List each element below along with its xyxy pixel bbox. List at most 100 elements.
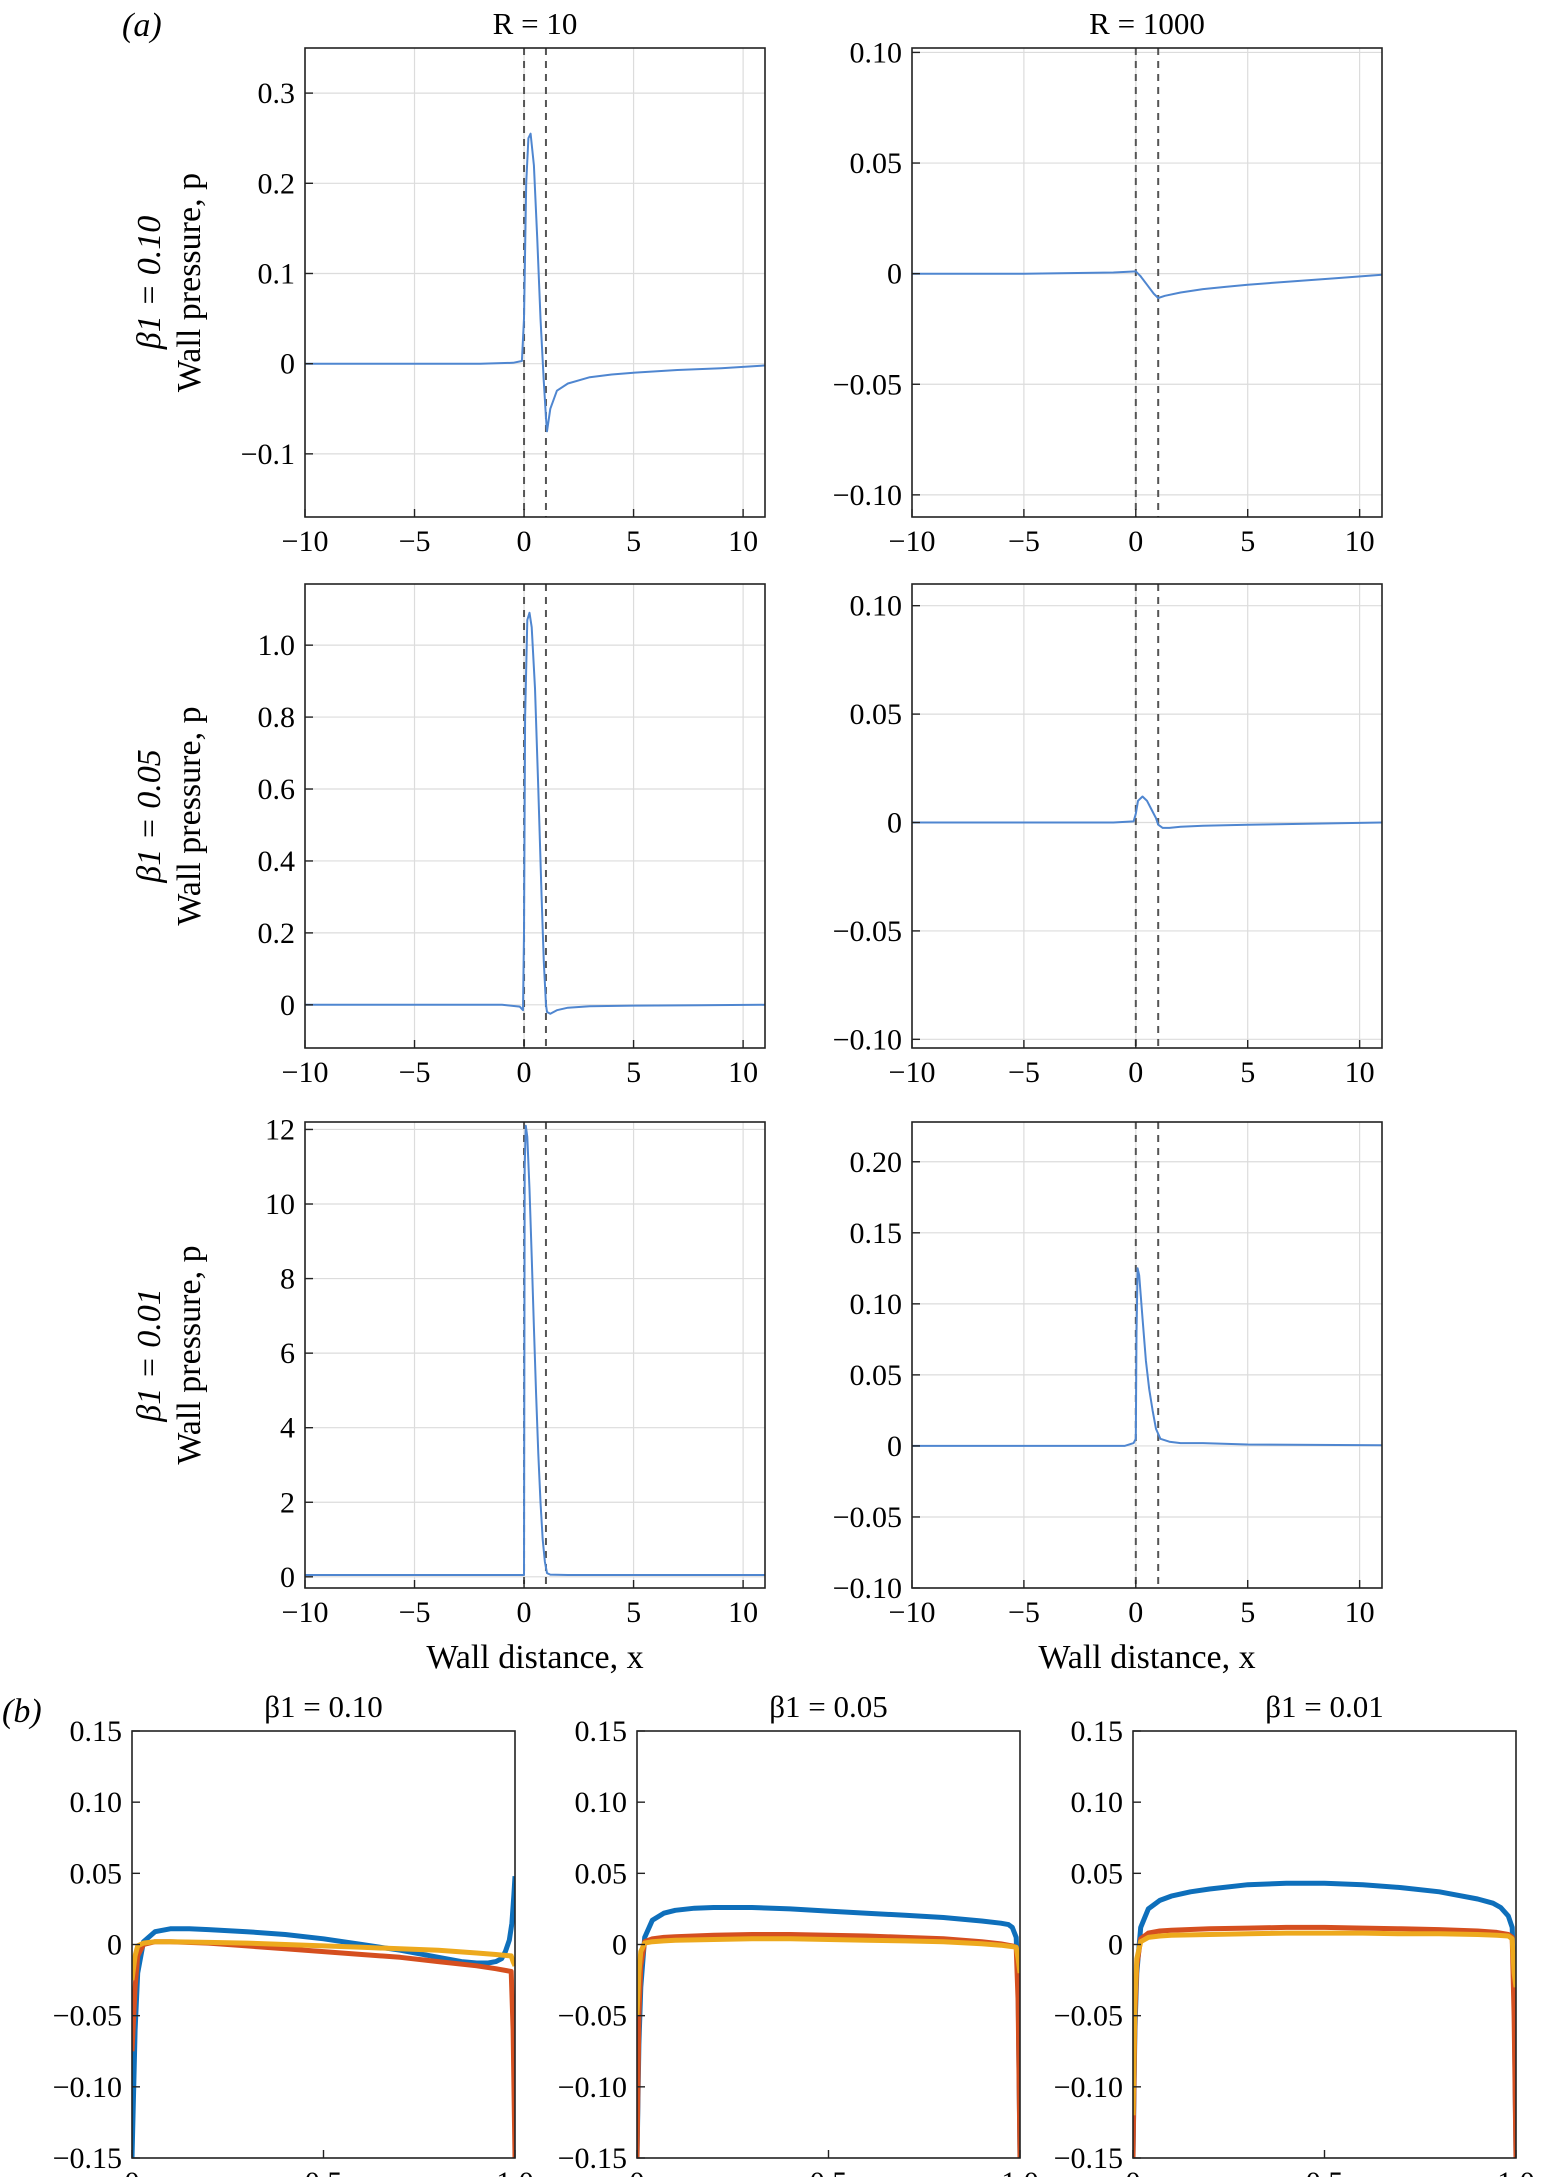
y-tick-label: 0 [612,1929,627,1962]
y-tick-label: 0.20 [850,1146,903,1179]
series-line-1 [1133,1880,1516,2158]
x-tick-label: 0 [125,2166,140,2177]
y-tick-label: 4 [280,1412,295,1445]
y-tick-label: 0.05 [575,1857,628,1890]
x-axis-label-2: Wall distance, x [1038,1639,1255,1676]
part-b-label: (b) [2,1693,42,1730]
x-tick-label: 0 [1126,2166,1141,2177]
chart-panel-a-2-2: −10 −5 0 5 10 −0.10 −0.05 0 0.05 0.10 [833,583,1383,1089]
y-axis-label-2: Wall pressure, p [171,706,208,925]
y-tick-label: −0.1 [241,438,295,471]
row-label-3: β1 = 0.01 [131,1288,168,1422]
x-tick-label: −10 [889,1056,936,1089]
y-tick-label: 1.0 [258,629,296,662]
series-line-2 [1133,1924,1516,2158]
series-line-2 [132,1939,515,2158]
y-tick-label: 0.05 [850,1359,903,1392]
y-tick-label: −0.05 [53,2000,122,2033]
y-tick-label: 0 [280,1561,295,1594]
panel-title: β1 = 0.01 [1265,1689,1384,1724]
y-tick-label: −0.10 [558,2071,627,2104]
x-tick-label: −5 [399,525,431,558]
series-line-1 [305,1124,765,1576]
y-tick-label: −0.15 [1054,2142,1123,2175]
series-line-3 [132,1939,515,1981]
x-tick-label: −5 [1008,1596,1040,1629]
x-tick-label: 1.0 [1001,2166,1039,2177]
series-line-1 [912,795,1382,829]
y-tick-label: 0 [280,348,295,381]
y-tick-label: 0 [280,989,295,1022]
series-line-1 [305,611,765,1015]
x-tick-label: 10 [1345,1596,1375,1629]
x-tick-label: 0.5 [305,2166,343,2177]
y-tick-label: 0.10 [850,36,903,69]
x-tick-label: 10 [728,525,758,558]
y-tick-label: 0.10 [1071,1786,1124,1819]
series-line-2 [637,1932,1020,2158]
y-tick-label: −0.10 [833,1023,902,1056]
y-tick-label: 2 [280,1486,295,1519]
x-tick-label: −10 [889,1596,936,1629]
x-tick-label: 10 [1345,1056,1375,1089]
x-tick-label: 0 [1128,1056,1143,1089]
y-tick-label: 0 [887,1430,902,1463]
axes-frame [304,47,766,518]
x-tick-label: −10 [282,525,329,558]
y-tick-label: 0 [1108,1929,1123,1962]
y-tick-label: 12 [265,1113,295,1146]
x-tick-label: 5 [626,1596,641,1629]
series-line-1 [305,132,765,433]
y-tick-label: 0.2 [258,917,296,950]
x-tick-label: −10 [889,525,936,558]
y-tick-label: 0.15 [1071,1715,1124,1748]
y-tick-label: −0.15 [558,2142,627,2175]
y-tick-label: −0.05 [833,1501,902,1534]
x-tick-label: −5 [1008,1056,1040,1089]
panel-title: β1 = 0.10 [264,1689,383,1724]
y-tick-label: 0.10 [70,1786,123,1819]
chart-panel-b-1-2: 0 0.5 1.0 −0.15 −0.10 −0.05 0 0.05 0.10 0.15 β1 = … [558,1689,1039,2177]
x-tick-label: 5 [1240,1596,1255,1629]
y-tick-label: 0.4 [258,845,296,878]
panel-title: R = 1000 [1089,6,1205,41]
series-line-1 [637,1905,1020,2158]
x-tick-label: 0.5 [1306,2166,1344,2177]
y-tick-label: −0.10 [833,479,902,512]
y-tick-label: 8 [280,1263,295,1296]
x-tick-label: 10 [728,1056,758,1089]
series-line-1 [912,270,1382,299]
chart-panel-b-1-3: 0 0.5 1.0 −0.15 −0.10 −0.05 0 0.05 0.10 0.15 β1 = … [1054,1689,1535,2177]
charts-layer: −10 −5 0 5 10−0.100.10.20.3R = 10−10 −5 0 5 10−0… [53,6,1535,2177]
y-tick-label: 0.2 [258,167,296,200]
chart-panel-a-2-1: −10 −5 0 5 10 0 0.2 0.4 0.6 0.8 1.0 [258,583,766,1089]
chart-panel-a-1-2: −10 −5 0 5 10 −0.10 −0.05 0 0.05 0.10 R = 1000 [833,6,1383,558]
x-axis-label-1: Wall distance, x [426,1639,643,1676]
x-tick-label: 0 [517,525,532,558]
axes-frame [911,583,1383,1049]
series-line-3 [637,1936,1020,2016]
part-a-label: (a) [122,7,162,44]
x-tick-label: 5 [1240,1056,1255,1089]
chart-panel-a-3-2: −10 −5 0 5 10 −0.10 −0.05 0 0.05 0.10 0.15 0.20 [833,1121,1383,1629]
y-tick-label: 0.05 [1071,1857,1124,1890]
series-line-1 [132,1876,515,2158]
y-tick-label: 0.05 [850,698,903,731]
x-tick-label: −10 [282,1596,329,1629]
x-tick-label: −5 [399,1056,431,1089]
y-tick-label: 0.05 [850,147,903,180]
panel-title: R = 10 [493,6,578,41]
x-tick-label: 0 [517,1056,532,1089]
x-tick-label: 0 [517,1596,532,1629]
series-line-3 [1133,1930,1516,2116]
y-axis-label-1: Wall pressure, p [171,173,208,392]
x-tick-label: 5 [1240,525,1255,558]
x-tick-label: −10 [282,1056,329,1089]
y-tick-label: 0.10 [575,1786,628,1819]
x-tick-label: 0 [1128,525,1143,558]
x-tick-label: 5 [626,1056,641,1089]
y-tick-label: −0.05 [833,368,902,401]
y-tick-label: 10 [265,1188,295,1221]
y-tick-label: 0 [887,807,902,840]
